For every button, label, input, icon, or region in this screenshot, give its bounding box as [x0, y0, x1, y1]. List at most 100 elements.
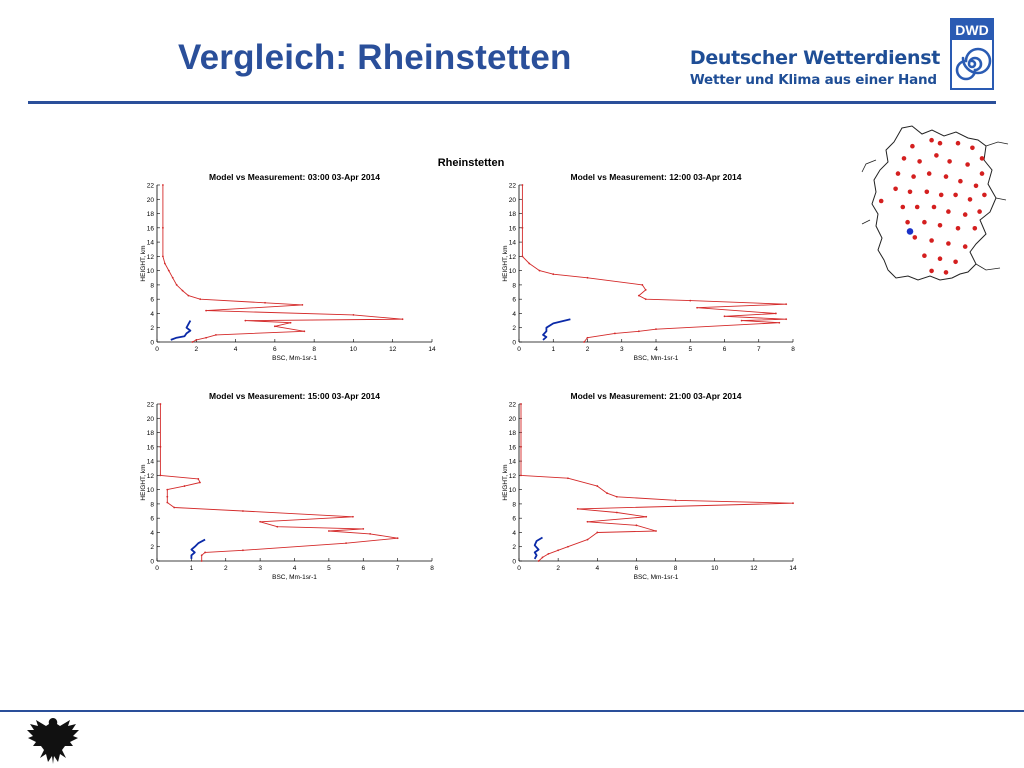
station-dot	[893, 186, 898, 192]
station-dot	[914, 204, 920, 210]
model-data-point	[276, 525, 279, 528]
x-tick-label: 4	[293, 565, 297, 572]
y-tick-label: 16	[509, 225, 517, 232]
model-profile-line	[162, 185, 403, 343]
station-dot	[929, 268, 934, 274]
station-dot	[929, 238, 934, 243]
y-tick-label: 0	[150, 559, 154, 566]
y-tick-label: 4	[150, 530, 154, 537]
model-data-point	[785, 303, 788, 306]
station-dot	[953, 259, 958, 265]
station-dot	[962, 212, 968, 217]
y-tick-label: 6	[512, 516, 516, 523]
station-dot	[943, 270, 949, 275]
y-tick-label: 20	[147, 197, 155, 204]
model-data-point	[396, 537, 399, 540]
y-tick-label: 6	[150, 297, 154, 304]
x-tick-label: 5	[688, 346, 692, 353]
model-data-point	[199, 298, 202, 301]
model-data-point	[528, 262, 531, 265]
model-data-point	[740, 319, 743, 322]
model-data-point	[273, 325, 276, 328]
y-axis-label: HEIGHT, km	[502, 245, 509, 281]
x-tick-label: 0	[517, 346, 521, 353]
station-dot	[895, 171, 901, 176]
station-dot	[905, 219, 910, 225]
model-data-point	[567, 477, 569, 480]
y-tick-label: 10	[509, 268, 517, 275]
station-dot	[924, 189, 930, 195]
chart-panel-4: Model vs Measurement: 21:00 03-Apr 2014 0…	[502, 391, 797, 581]
model-data-point	[689, 299, 692, 302]
model-data-point	[205, 309, 208, 312]
model-data-point	[583, 341, 585, 343]
station-dot	[947, 159, 952, 164]
model-data-point	[615, 511, 618, 514]
x-tick-label: 3	[620, 346, 624, 353]
y-tick-label: 12	[509, 254, 517, 261]
x-tick-label: 0	[155, 346, 159, 353]
model-data-point	[567, 545, 569, 548]
model-data-point	[792, 502, 794, 505]
model-data-point	[635, 524, 638, 527]
model-data-point	[166, 488, 169, 491]
model-data-point	[541, 556, 544, 559]
model-data-point	[242, 549, 244, 552]
figure-suptitle: Rheinstetten	[438, 157, 505, 169]
x-tick-label: 2	[194, 346, 198, 353]
y-tick-label: 22	[509, 402, 517, 409]
model-data-point	[159, 445, 162, 448]
chart-panel-3: Model vs Measurement: 15:00 03-Apr 2014 0…	[140, 391, 434, 581]
model-data-point	[205, 336, 208, 339]
y-tick-label: 2	[150, 544, 154, 551]
station-dot	[958, 178, 963, 184]
station-map	[861, 125, 1009, 281]
model-data-point	[644, 298, 647, 301]
dwd-logo-icon: DWD	[950, 18, 994, 90]
model-data-point	[215, 333, 217, 336]
measurement-profile-line	[533, 536, 543, 560]
model-data-point	[614, 332, 616, 335]
y-tick-label: 10	[509, 487, 517, 494]
model-data-point	[159, 474, 162, 477]
station-dot	[979, 156, 985, 161]
x-tick-label: 12	[389, 346, 397, 353]
x-tick-label: 6	[273, 346, 277, 353]
station-dot	[926, 171, 932, 176]
y-tick-label: 10	[147, 487, 155, 494]
x-tick-label: 1	[551, 346, 555, 353]
chart-title: Model vs Measurement: 03:00 03-Apr 2014	[209, 172, 380, 182]
station-dot	[922, 219, 927, 225]
model-data-point	[615, 495, 618, 498]
x-tick-label: 6	[635, 565, 639, 572]
model-data-point	[197, 478, 200, 480]
station-dot	[907, 189, 913, 195]
station-dot	[953, 192, 958, 198]
x-tick-label: 4	[654, 346, 658, 353]
model-data-point	[641, 284, 644, 286]
station-dot	[977, 209, 982, 214]
y-tick-label: 4	[150, 311, 154, 318]
model-data-point	[596, 531, 599, 534]
station-dot	[900, 204, 906, 210]
model-data-point	[199, 481, 201, 484]
x-tick-label: 8	[791, 346, 795, 353]
chart-title: Model vs Measurement: 15:00 03-Apr 2014	[209, 391, 380, 401]
x-tick-label: 6	[723, 346, 727, 353]
model-data-point	[674, 499, 677, 502]
y-tick-label: 22	[147, 183, 155, 190]
y-tick-label: 6	[150, 516, 154, 523]
model-data-point	[785, 318, 788, 321]
model-data-point	[557, 549, 560, 552]
measurement-profile-line	[170, 320, 192, 341]
model-data-point	[586, 276, 589, 279]
station-dot	[967, 197, 973, 202]
model-data-point	[166, 501, 169, 504]
y-tick-label: 18	[509, 211, 517, 218]
y-tick-label: 14	[509, 459, 517, 466]
model-data-point	[521, 226, 524, 229]
y-tick-label: 10	[147, 268, 155, 275]
station-dot	[937, 140, 943, 146]
y-tick-label: 0	[512, 559, 516, 566]
